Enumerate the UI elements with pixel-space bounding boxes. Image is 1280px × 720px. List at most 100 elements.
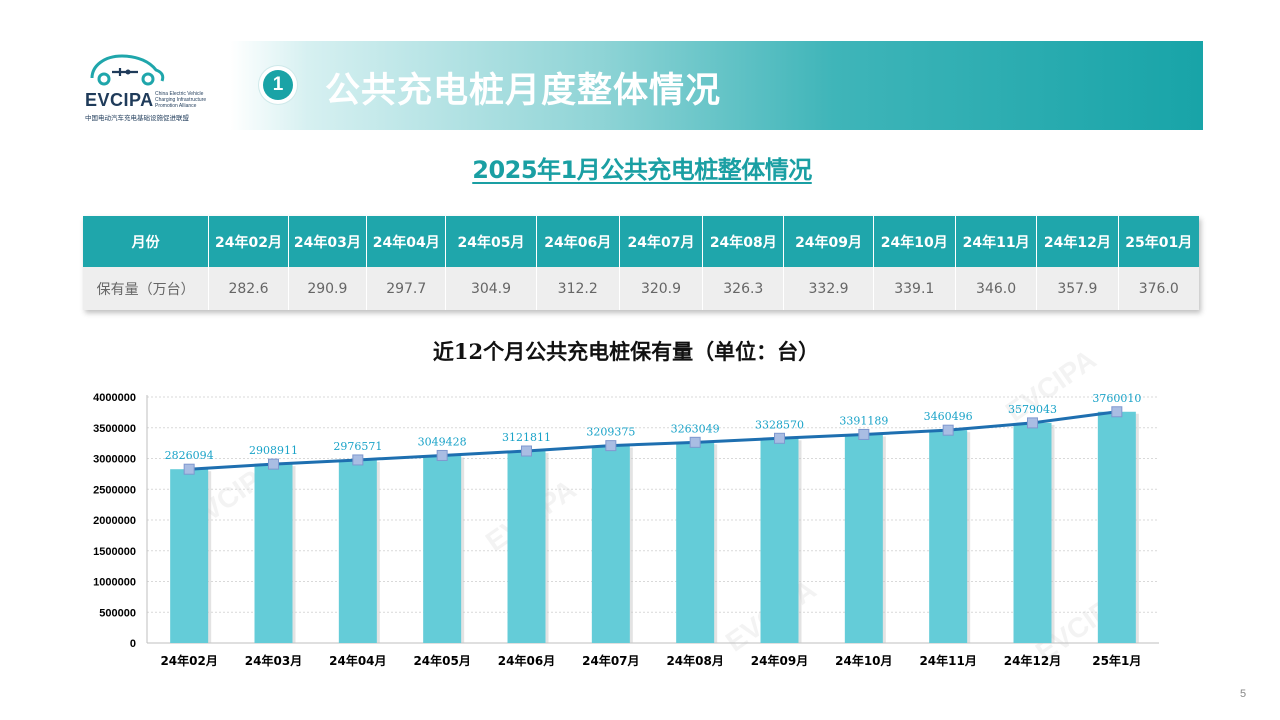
header-banner — [230, 41, 1203, 130]
line-marker — [521, 445, 532, 457]
value-cell: 304.9 — [445, 267, 537, 310]
value-cell: 339.1 — [873, 267, 956, 310]
x-tick-label: 24年02月 — [160, 653, 217, 668]
x-tick-label: 24年12月 — [1004, 653, 1061, 668]
x-tick-label: 24年04月 — [329, 653, 386, 668]
data-label: 3579043 — [1008, 403, 1057, 416]
bar — [507, 451, 546, 643]
value-cell: 282.6 — [208, 267, 289, 310]
bar — [676, 442, 715, 643]
value-cell: 376.0 — [1118, 267, 1199, 310]
line-marker — [268, 458, 279, 470]
y-tick-label: 1500000 — [93, 546, 136, 558]
x-tick-label: 24年03月 — [245, 653, 302, 668]
bar — [760, 438, 799, 643]
x-tick-label: 24年11月 — [919, 653, 976, 668]
line-marker — [183, 463, 195, 475]
table-header-row: 月份 24年02月 24年03月 24年04月 24年05月 24年06月 24年07月 2… — [83, 216, 1199, 267]
month-header-cell: 24年08月 — [702, 216, 785, 267]
data-label: 3328570 — [755, 418, 804, 431]
bar — [1097, 411, 1136, 643]
y-tick-label: 3500000 — [93, 423, 136, 435]
value-cell: 326.3 — [702, 267, 785, 310]
section-subtitle: 2025年1月公共充电桩整体情况 — [472, 156, 812, 184]
logo-subtitle: China Electric Vehicle Charging Infrastr… — [155, 91, 207, 109]
y-tick-label: 4000000 — [93, 392, 136, 404]
value-cell: 357.9 — [1036, 267, 1119, 310]
bar — [423, 455, 462, 643]
row-label-cell: 保有量（万台） — [83, 267, 210, 310]
x-tick-label: 24年10月 — [835, 653, 892, 668]
page-number: 5 — [1240, 688, 1247, 700]
month-header-cell: 25年01月 — [1118, 216, 1199, 267]
data-label: 3209375 — [586, 426, 635, 439]
y-tick-label: 2000000 — [93, 515, 136, 527]
month-header-cell: 24年10月 — [873, 216, 956, 267]
x-tick-label: 24年06月 — [498, 653, 555, 668]
x-tick-label: 24年07月 — [582, 653, 639, 668]
chart-title: 近12个月公共充电桩保有量（单位：台） — [432, 339, 820, 364]
line-marker — [689, 436, 701, 448]
x-tick-label: 24年08月 — [666, 653, 723, 668]
month-header-cell: 24年11月 — [955, 216, 1038, 267]
line-marker — [352, 454, 364, 466]
x-tick-label: 25年1月 — [1092, 653, 1141, 668]
month-header-cell: 24年09月 — [783, 216, 874, 267]
bar — [844, 434, 883, 643]
header-label-cell: 月份 — [83, 216, 210, 267]
month-header-cell: 24年07月 — [619, 216, 704, 267]
bar — [929, 430, 968, 643]
bar — [1013, 422, 1052, 643]
bar — [338, 459, 377, 643]
y-tick-label: 3000000 — [93, 454, 136, 466]
value-cell: 290.9 — [288, 267, 368, 310]
data-label: 2908911 — [249, 444, 298, 457]
value-cell: 297.7 — [366, 267, 447, 310]
page-title: 公共充电桩月度整体情况 — [325, 71, 722, 111]
value-cell: 346.0 — [955, 267, 1038, 310]
month-header-cell: 24年05月 — [445, 216, 537, 267]
y-tick-label: 1000000 — [93, 577, 136, 589]
bar — [170, 469, 209, 643]
line-marker — [1111, 406, 1123, 418]
evcipa-logo: EVCIPA China Electric Vehicle Charging I… — [82, 48, 222, 126]
data-label: 3049428 — [418, 435, 467, 448]
section-number: 1 — [263, 70, 293, 100]
logo-chinese-name: 中国电动汽车充电基础设施促进联盟 — [85, 114, 189, 122]
value-cell: 320.9 — [619, 267, 704, 310]
data-label: 2976571 — [333, 440, 382, 453]
line-marker — [858, 428, 870, 440]
line-marker — [1027, 417, 1038, 429]
value-cell: 312.2 — [536, 267, 620, 310]
bar — [254, 464, 293, 643]
summary-table: 月份 24年02月 24年03月 24年04月 24年05月 24年06月 24年07月 2… — [83, 216, 1199, 310]
bar — [591, 445, 630, 643]
car-plug-icon — [90, 54, 165, 86]
month-header-cell: 24年02月 — [208, 216, 289, 267]
y-tick-label: 2500000 — [93, 484, 136, 496]
line-marker — [605, 440, 617, 452]
value-cell: 332.9 — [783, 267, 874, 310]
line-marker — [774, 432, 785, 444]
table-row: 保有量（万台） 282.6 290.9 297.7 304.9 312.2 320.9 32… — [83, 267, 1199, 310]
holdings-chart: 0 500000 1000000 1500000 2000000 2500000 30000… — [93, 392, 1159, 668]
month-header-cell: 24年12月 — [1036, 216, 1119, 267]
month-header-cell: 24年06月 — [536, 216, 620, 267]
section-number-badge: 1 — [259, 66, 297, 104]
data-label: 3460496 — [924, 410, 973, 423]
month-header-cell: 24年04月 — [366, 216, 447, 267]
logo-wordmark: EVCIPA — [85, 90, 154, 110]
x-tick-label: 24年05月 — [413, 653, 470, 668]
data-label: 2826094 — [165, 449, 214, 462]
data-label: 3121811 — [502, 431, 551, 444]
data-label: 3263049 — [671, 422, 720, 435]
data-label: 3760010 — [1092, 392, 1141, 405]
data-label: 3391189 — [839, 414, 888, 427]
y-tick-label: 500000 — [99, 607, 136, 619]
month-header-cell: 24年03月 — [288, 216, 368, 267]
line-marker — [436, 449, 448, 461]
x-tick-label: 24年09月 — [751, 653, 808, 668]
line-marker — [942, 424, 954, 436]
y-tick-label: 0 — [130, 638, 136, 650]
series-line — [189, 410, 1118, 471]
